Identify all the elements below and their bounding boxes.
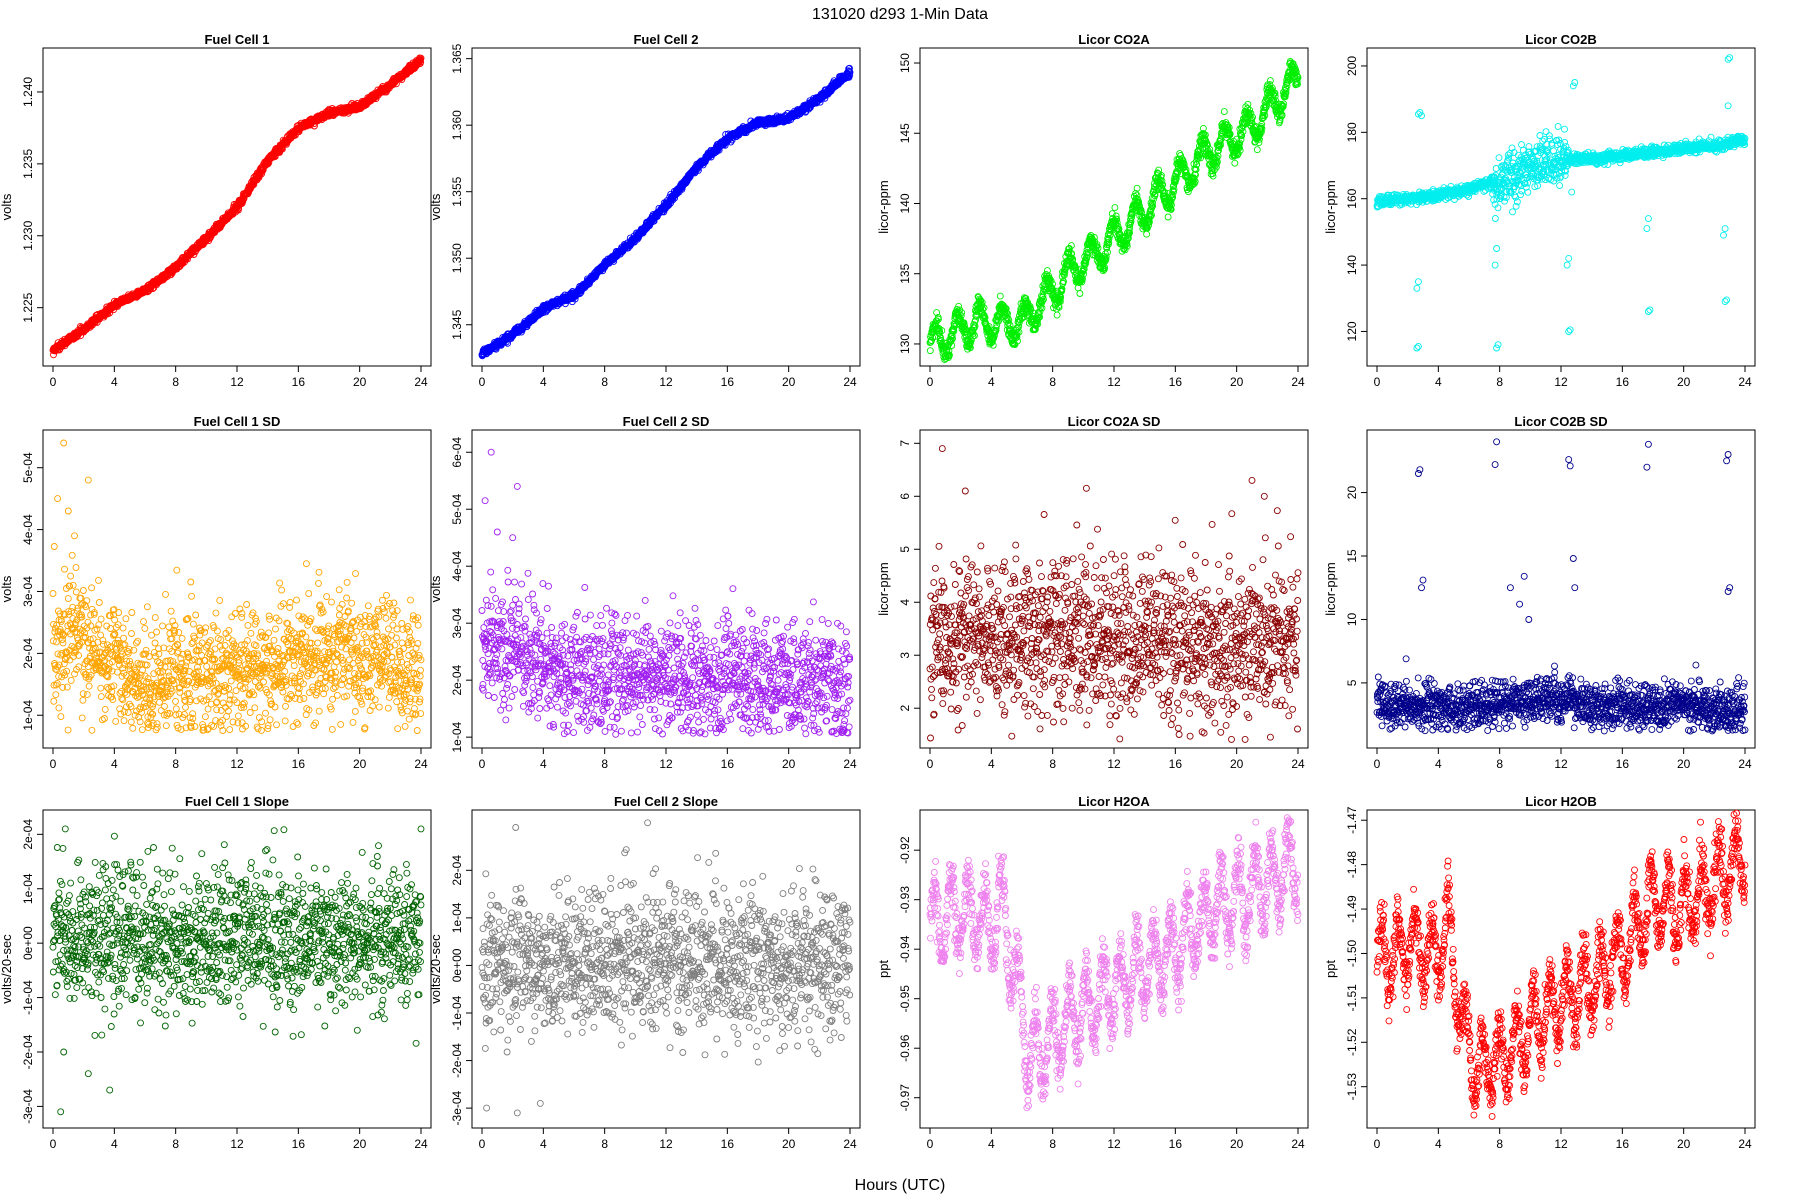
- y-tick-label: 140: [898, 193, 912, 213]
- x-tick-label: 4: [540, 375, 547, 389]
- data-point: [1053, 311, 1061, 319]
- y-tick-label: 1.355: [450, 176, 464, 206]
- y-tick-label: 1.225: [21, 292, 35, 322]
- y-tick-label: 1.345: [450, 309, 464, 339]
- y-tick-label: 140: [1345, 255, 1359, 275]
- data-point: [1253, 146, 1261, 154]
- x-tick-label: 8: [1049, 375, 1056, 389]
- figure-xlabel: Hours (UTC): [855, 1177, 946, 1194]
- x-tick-label: 16: [1616, 375, 1630, 389]
- y-axis-label: licor-ppm: [876, 180, 891, 233]
- x-tick-label: 16: [1169, 375, 1183, 389]
- y-axis-label: licor-ppm: [1323, 180, 1338, 233]
- data-point: [1491, 215, 1499, 222]
- y-tick-label: 200: [1345, 56, 1359, 76]
- y-axis-label: volts: [428, 193, 443, 220]
- y-tick-label: 160: [1345, 188, 1359, 208]
- panel-grid: Fuel Cell 1 volts 0 4 8 12 16 20 24 1.225 1.230 1.2…: [0, 32, 1756, 1151]
- x-tick-label: 16: [721, 375, 735, 389]
- data-points: [49, 54, 425, 359]
- plot-frame: [1366, 47, 1756, 367]
- chart-panel: Fuel Cell 2 volts 0 4 8 12 16 20 24 1.345 1.350 1.3…: [428, 32, 861, 389]
- y-tick-label: 1.360: [450, 110, 464, 140]
- panel-title: Licor CO2B: [1525, 32, 1597, 47]
- x-tick-label: 24: [414, 375, 428, 389]
- data-point: [1501, 197, 1509, 205]
- data-point: [1111, 204, 1119, 212]
- x-tick-label: 4: [1435, 375, 1442, 389]
- data-point: [1517, 191, 1524, 199]
- x-tick-label: 8: [601, 375, 608, 389]
- chart-panel: Licor CO2A licor-ppm 0 4 8 12 16 20 24 130 135 140 1…: [876, 32, 1309, 389]
- x-tick-label: 8: [172, 375, 179, 389]
- y-tick-label: 135: [898, 263, 912, 283]
- panel-title: Licor CO2A: [1078, 32, 1150, 47]
- data-point: [1143, 230, 1151, 238]
- chart-panel: Fuel Cell 1 volts 0 4 8 12 16 20 24 1.225 1.230 1.2…: [0, 32, 432, 389]
- y-tick-label: 1.240: [21, 77, 35, 107]
- y-tick-label: 145: [898, 123, 912, 143]
- data-points: [926, 58, 1302, 363]
- x-tick-label: 20: [782, 375, 796, 389]
- x-tick-label: 0: [50, 375, 57, 389]
- x-tick-label: 20: [353, 375, 367, 389]
- x-tick-label: 24: [843, 375, 857, 389]
- x-tick-label: 24: [1738, 375, 1752, 389]
- data-point: [1495, 154, 1503, 162]
- y-tick-label: 1.235: [21, 149, 35, 179]
- x-tick-label: 4: [111, 375, 118, 389]
- data-point: [1220, 108, 1228, 116]
- y-tick-label: 1.350: [450, 243, 464, 273]
- y-tick-label: 1.230: [21, 220, 35, 250]
- y-tick-label: 120: [1345, 321, 1359, 341]
- figure-title: 131020 d293 1-Min Data: [812, 6, 988, 23]
- x-tick-label: 20: [1230, 375, 1244, 389]
- x-tick-label: 0: [1374, 375, 1381, 389]
- y-tick-label: 150: [898, 53, 912, 73]
- y-tick-label: 130: [898, 334, 912, 354]
- y-axis-label: volts: [0, 193, 14, 220]
- x-tick-label: 4: [988, 375, 995, 389]
- y-tick-label: 1.365: [450, 43, 464, 73]
- x-tick-label: 16: [292, 375, 306, 389]
- data-point: [1231, 159, 1239, 167]
- x-tick-label: 20: [1677, 375, 1691, 389]
- x-tick-label: 12: [1107, 375, 1121, 389]
- data-point: [1164, 213, 1172, 221]
- x-tick-label: 12: [1554, 375, 1568, 389]
- data-points: [478, 64, 854, 360]
- x-tick-label: 0: [479, 375, 486, 389]
- x-tick-label: 12: [659, 375, 673, 389]
- data-point: [73, 333, 81, 341]
- x-tick-label: 8: [1496, 375, 1503, 389]
- data-points: [1373, 54, 1749, 352]
- data-point: [1509, 208, 1516, 216]
- x-tick-label: 12: [230, 375, 244, 389]
- panel-title: Fuel Cell 2: [633, 32, 698, 47]
- data-point: [996, 292, 1004, 300]
- chart-panel: Licor CO2B licor-ppm 0 4 8 12 16 20 24 120 140 160 1…: [1323, 32, 1756, 389]
- panel-title: Fuel Cell 1: [204, 32, 269, 47]
- data-point: [1076, 290, 1084, 297]
- data-point: [926, 347, 934, 355]
- x-tick-label: 0: [927, 375, 934, 389]
- x-tick-label: 24: [1291, 375, 1305, 389]
- y-tick-label: 180: [1345, 122, 1359, 142]
